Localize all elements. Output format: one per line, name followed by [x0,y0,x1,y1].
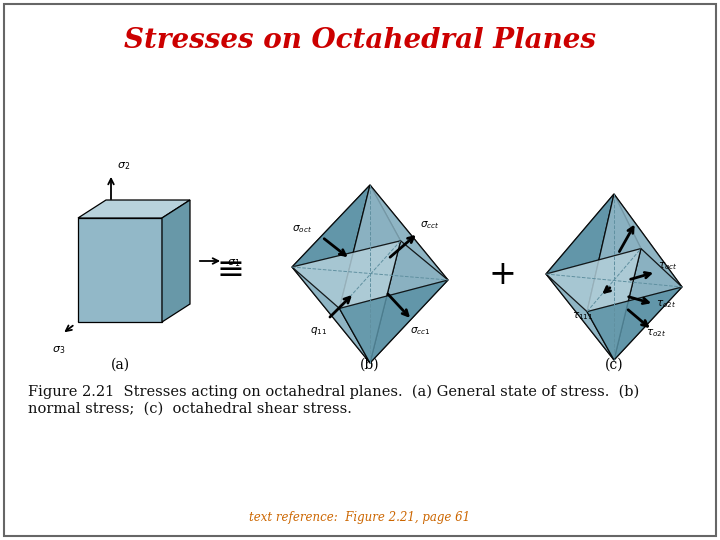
Text: $\sigma_3$: $\sigma_3$ [52,344,66,356]
Polygon shape [339,280,448,363]
Text: $\sigma_{cct}$: $\sigma_{cct}$ [420,219,440,231]
Text: $\sigma_1$: $\sigma_1$ [227,257,240,269]
Text: $\sigma_{oct}$: $\sigma_{oct}$ [292,223,312,235]
Polygon shape [546,274,614,360]
Text: (a): (a) [110,358,130,372]
Polygon shape [370,241,448,363]
Text: $q_{11}$: $q_{11}$ [310,325,327,337]
Polygon shape [339,185,448,308]
Text: +: + [488,259,516,291]
Polygon shape [546,194,614,312]
Text: $\tau_{o2t}$: $\tau_{o2t}$ [656,298,676,310]
Polygon shape [546,194,641,274]
Text: ≡: ≡ [216,254,244,286]
Text: $\sigma_{cc1}$: $\sigma_{cc1}$ [410,325,431,337]
Polygon shape [292,185,370,308]
Polygon shape [614,194,682,287]
Text: Stresses on Octahedral Planes: Stresses on Octahedral Planes [124,26,596,53]
Polygon shape [587,194,682,312]
Text: $\sigma_2$: $\sigma_2$ [117,160,130,172]
Polygon shape [292,185,400,267]
Polygon shape [292,267,370,363]
Text: Figure 2.21  Stresses acting on octahedral planes.  (a) General state of stress.: Figure 2.21 Stresses acting on octahedra… [28,385,639,400]
Text: text reference:  Figure 2.21, page 61: text reference: Figure 2.21, page 61 [249,511,471,524]
Polygon shape [162,200,190,322]
Polygon shape [78,218,162,322]
Text: $\tau_{oct}$: $\tau_{oct}$ [658,260,678,272]
Text: $\tau_{111}$: $\tau_{111}$ [572,310,593,322]
Text: (c): (c) [605,358,624,372]
Polygon shape [546,248,641,360]
Polygon shape [587,287,682,360]
Polygon shape [614,248,682,360]
Text: (b): (b) [360,358,380,372]
Polygon shape [78,200,190,218]
Text: normal stress;  (c)  octahedral shear stress.: normal stress; (c) octahedral shear stre… [28,402,352,416]
Text: $\tau_{o2t}$: $\tau_{o2t}$ [646,327,667,339]
Polygon shape [292,241,400,363]
Polygon shape [370,185,448,280]
